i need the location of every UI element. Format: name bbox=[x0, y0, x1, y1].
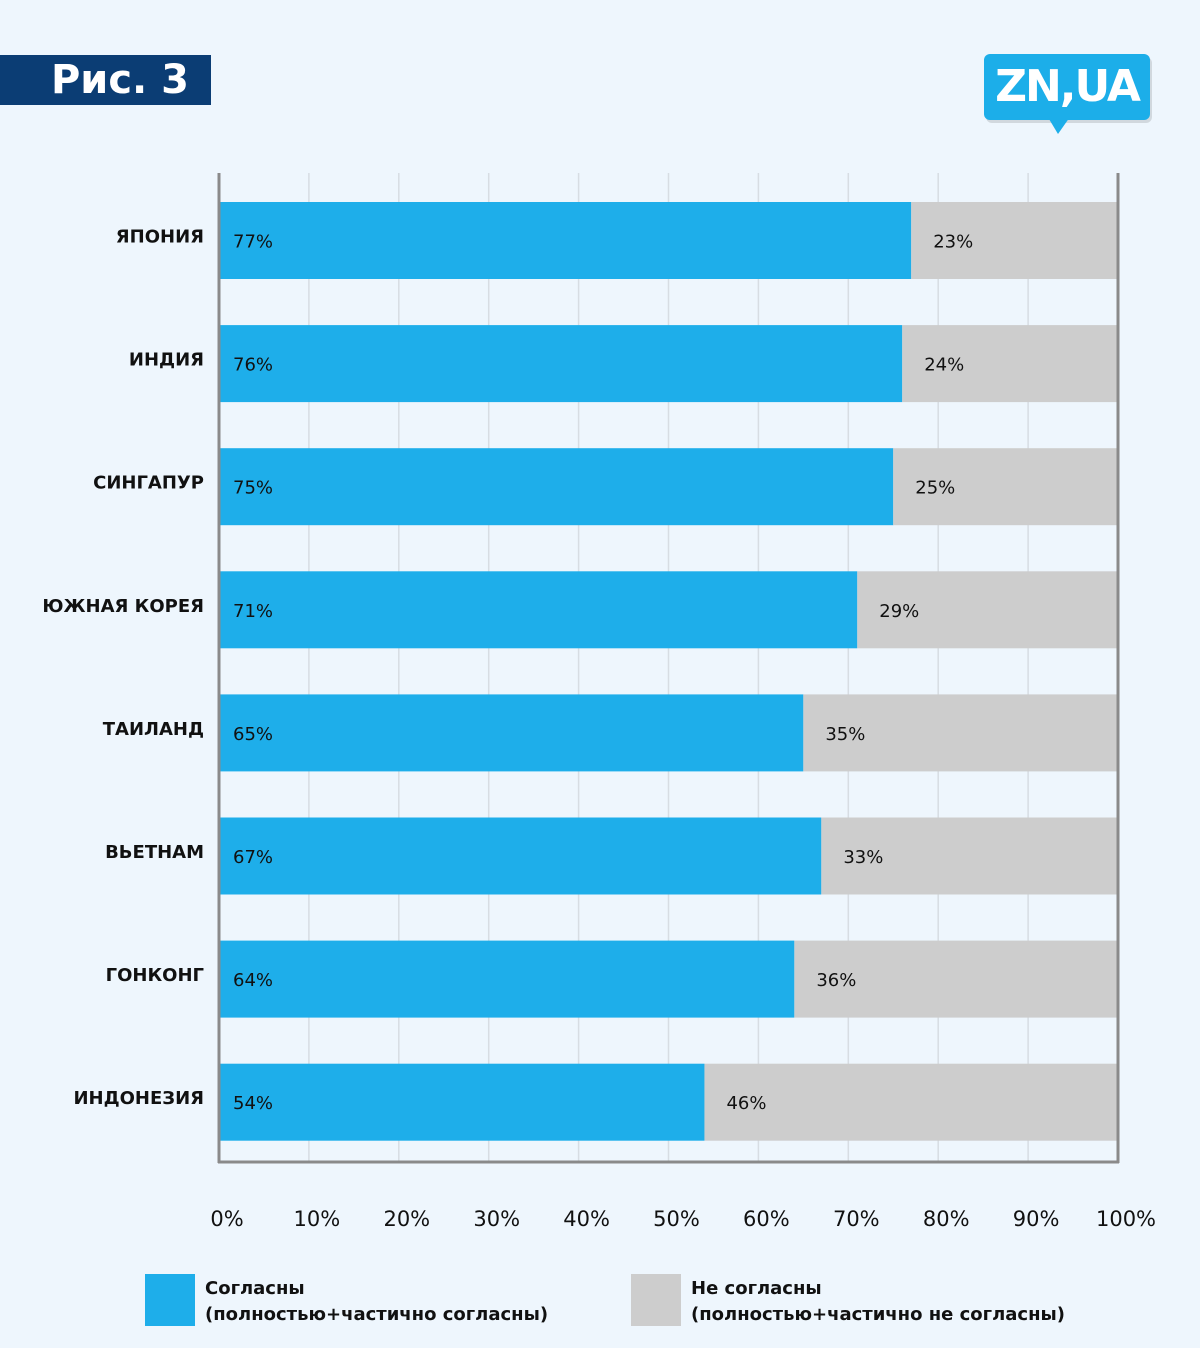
category-label: ИНДИЯ bbox=[129, 350, 204, 371]
logo-text: ZN,UA bbox=[995, 61, 1141, 112]
category-label: ТАИЛАНД bbox=[103, 719, 204, 740]
x-tick-label: 60% bbox=[743, 1207, 790, 1231]
data-label-disagree: 36% bbox=[816, 970, 856, 991]
data-label-disagree: 33% bbox=[843, 847, 883, 868]
zn-ua-logo: ZN,UA bbox=[984, 54, 1152, 136]
data-label-disagree: 25% bbox=[915, 478, 955, 499]
x-tick-label: 20% bbox=[383, 1207, 430, 1231]
data-label-agree: 54% bbox=[233, 1093, 273, 1114]
bar-agree bbox=[219, 325, 903, 403]
stacked-bar-chart: 77% 23% 76% 24% 75% 25% 71% 29% 65% 35% 67% 33% 64% 3… bbox=[42, 173, 1156, 1231]
bar-agree bbox=[219, 817, 822, 895]
logo-speech-tail bbox=[1046, 114, 1072, 134]
figure-label: Рис. 3 bbox=[0, 55, 211, 105]
legend-swatch-agree bbox=[145, 1274, 195, 1326]
legend-agree-line2: (полностью+частично согласны) bbox=[205, 1304, 549, 1325]
axes bbox=[217, 173, 1120, 1164]
bar-disagree bbox=[794, 940, 1118, 1018]
data-label-agree: 64% bbox=[233, 970, 273, 991]
bar-disagree bbox=[857, 571, 1118, 649]
data-label-agree: 65% bbox=[233, 724, 273, 745]
legend-label-agree: Согласны (полностью+частично согласны) bbox=[205, 1276, 548, 1328]
category-label: ГОНКОНГ bbox=[106, 965, 204, 986]
data-label-agree: 67% bbox=[233, 847, 273, 868]
bar-disagree bbox=[902, 325, 1118, 403]
legend-disagree-line2: (полностью+частично не согласны) bbox=[691, 1304, 1066, 1325]
data-label-agree: 77% bbox=[233, 232, 273, 253]
category-label: ЯПОНИЯ bbox=[116, 227, 204, 248]
bars bbox=[219, 202, 1118, 1141]
data-label-agree: 76% bbox=[233, 355, 273, 376]
x-tick-label: 0% bbox=[210, 1207, 243, 1231]
data-label-disagree: 46% bbox=[726, 1093, 766, 1114]
data-label-disagree: 24% bbox=[924, 355, 964, 376]
bar-agree bbox=[219, 694, 804, 772]
legend-disagree-line1: Не согласны bbox=[691, 1278, 822, 1299]
category-label: ВЬЕТНАМ bbox=[105, 842, 204, 863]
data-label-disagree: 29% bbox=[879, 601, 919, 622]
x-tick-label: 100% bbox=[1096, 1207, 1156, 1231]
legend-label-disagree: Не согласны (полностью+частично не согла… bbox=[691, 1276, 1065, 1328]
x-tick-label: 80% bbox=[923, 1207, 970, 1231]
x-tick-label: 40% bbox=[563, 1207, 610, 1231]
data-label-agree: 71% bbox=[233, 601, 273, 622]
category-label: ЮЖНАЯ КОРЕЯ bbox=[42, 596, 204, 617]
bar-agree bbox=[219, 202, 912, 279]
bar-agree bbox=[219, 571, 858, 649]
bar-agree bbox=[219, 448, 894, 526]
bar-disagree bbox=[911, 202, 1118, 279]
bar-disagree bbox=[821, 817, 1118, 895]
data-labels: 77% 23% 76% 24% 75% 25% 71% 29% 65% 35% 67% 33% 64% 3… bbox=[233, 232, 973, 1115]
category-labels: ЯПОНИЯ ИНДИЯ СИНГАПУР ЮЖНАЯ КОРЕЯ ТАИЛАНД ВЬЕ… bbox=[42, 227, 204, 1110]
bar-disagree bbox=[704, 1063, 1118, 1141]
legend-agree-line1: Согласны bbox=[205, 1278, 305, 1299]
category-label: ИНДОНЕЗИЯ bbox=[73, 1088, 204, 1109]
category-label: СИНГАПУР bbox=[93, 473, 204, 494]
x-tick-label: 30% bbox=[473, 1207, 520, 1231]
data-label-disagree: 23% bbox=[933, 232, 973, 253]
x-tick-label: 70% bbox=[833, 1207, 880, 1231]
x-tick-label: 50% bbox=[653, 1207, 700, 1231]
logo-background bbox=[984, 54, 1150, 120]
bar-agree bbox=[219, 940, 795, 1018]
data-label-agree: 75% bbox=[233, 478, 273, 499]
bar-agree bbox=[219, 1063, 705, 1141]
x-tick-labels: 0% 10% 20% 30% 40% 50% 60% 70% 80% 90% 100% bbox=[210, 1207, 1156, 1231]
legend-swatch-disagree bbox=[631, 1274, 681, 1326]
x-tick-label: 90% bbox=[1013, 1207, 1060, 1231]
bar-disagree bbox=[803, 694, 1118, 772]
x-tick-label: 10% bbox=[294, 1207, 341, 1231]
bar-disagree bbox=[893, 448, 1118, 526]
data-label-disagree: 35% bbox=[825, 724, 865, 745]
